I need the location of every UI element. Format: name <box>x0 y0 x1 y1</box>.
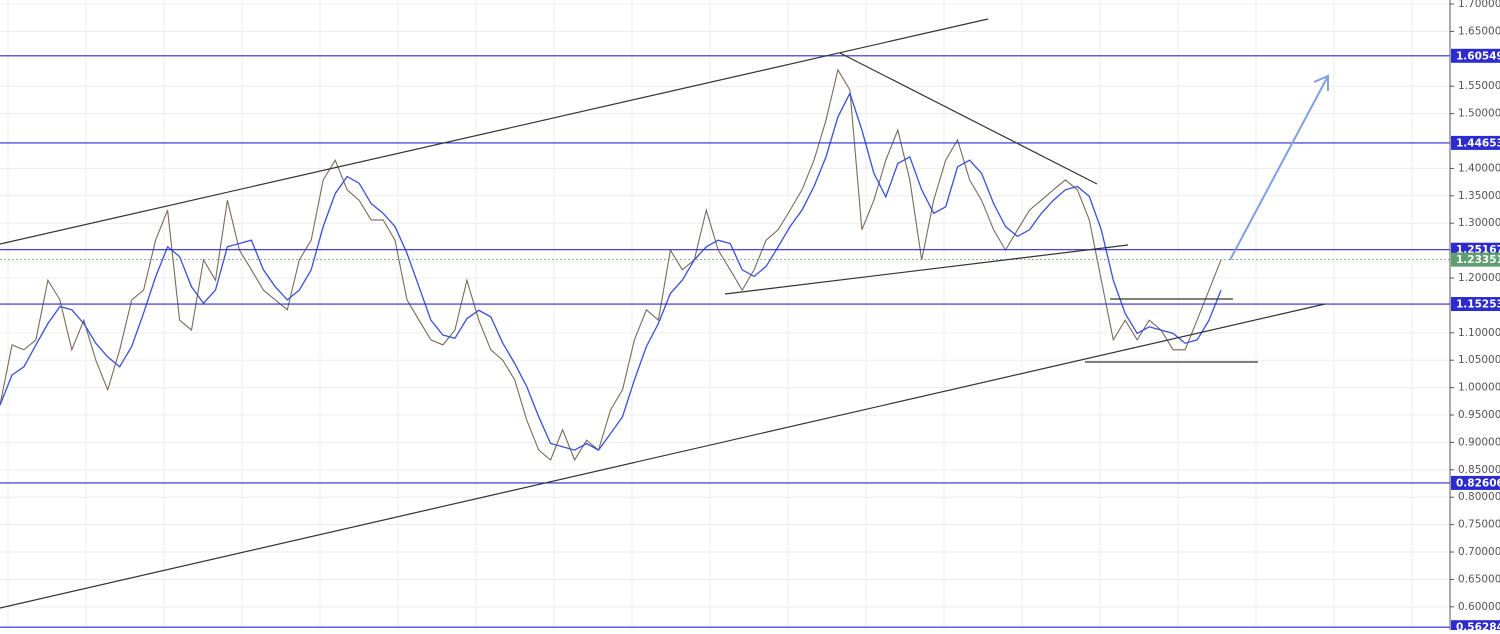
price-tag-label: 1.44653 <box>1456 137 1500 149</box>
price-axis-labels: 1.70000 1.65000 1.55000 1.50000 1.40000 1.350… <box>1450 0 1500 634</box>
price-tag <box>1451 475 1500 490</box>
price-tag <box>1451 48 1500 63</box>
price-tag-label: 1.23351 <box>1456 254 1500 266</box>
y-tick-label: 1.50000 <box>1458 108 1500 120</box>
y-tick-label: 1.05000 <box>1458 354 1500 366</box>
trend-line <box>839 52 1098 185</box>
y-tick-label: 1.30000 <box>1458 217 1500 229</box>
y-tick-label: 1.00000 <box>1458 382 1500 394</box>
y-tick-label: 0.90000 <box>1458 436 1500 448</box>
y-tick-label: 1.65000 <box>1458 25 1500 37</box>
y-tick-label: 0.80000 <box>1458 491 1500 503</box>
y-tick-label: 1.20000 <box>1458 272 1500 284</box>
trend-line <box>0 303 1326 609</box>
trend-line <box>724 244 1129 295</box>
drawings <box>0 18 1329 609</box>
y-tick-label: 0.65000 <box>1458 573 1500 585</box>
price-line <box>0 68 1222 462</box>
y-tick-label: 0.95000 <box>1458 409 1500 421</box>
y-tick-label: 0.75000 <box>1458 519 1500 531</box>
price-tag-label: 1.60549 <box>1456 50 1500 62</box>
price-tag <box>1451 297 1500 312</box>
y-tick-label: 1.10000 <box>1458 327 1500 339</box>
y-tick-label: 0.60000 <box>1458 601 1500 613</box>
y-tick-label: 1.40000 <box>1458 162 1500 174</box>
price-tag <box>1451 252 1500 267</box>
y-tick-label: 1.35000 <box>1458 190 1500 202</box>
plot-area <box>0 0 1450 630</box>
y-tick-label: 0.70000 <box>1458 546 1500 558</box>
price-tag-label: 1.15253 <box>1456 299 1500 311</box>
y-tick-label: 0.85000 <box>1458 464 1500 476</box>
y-tick-label: 1.70000 <box>1458 0 1500 10</box>
price-tag-label: 0.56284 <box>1456 622 1500 630</box>
price-axis <box>1450 0 1500 630</box>
price-tag-label: 0.82606 <box>1456 477 1500 489</box>
price-line <box>0 91 1222 451</box>
price-tag <box>1451 135 1500 150</box>
trend-line <box>0 18 989 245</box>
y-tick-label: 1.55000 <box>1458 80 1500 92</box>
arrow <box>1229 74 1329 261</box>
